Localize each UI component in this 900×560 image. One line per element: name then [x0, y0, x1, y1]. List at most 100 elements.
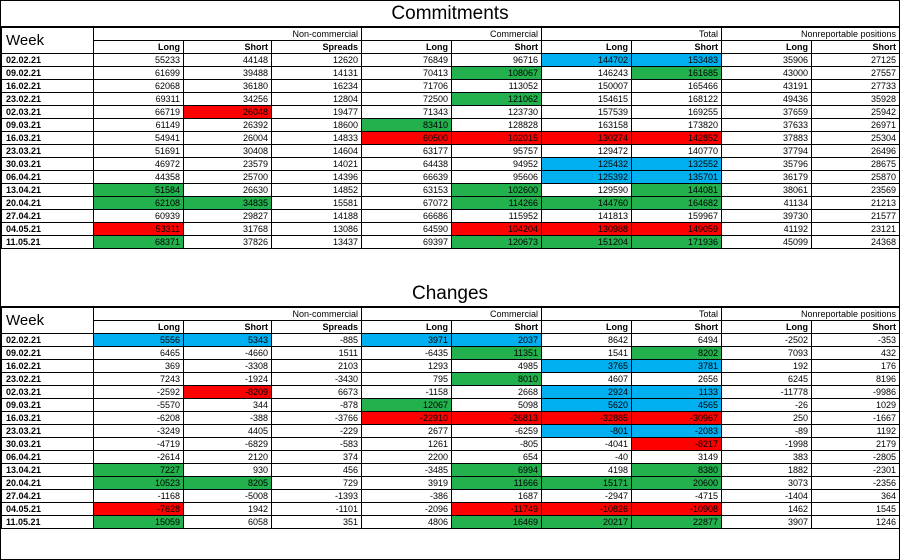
value-cell: 71706: [361, 79, 452, 93]
value-cell: 5098: [450, 398, 543, 412]
value-cell: 15171: [541, 476, 633, 490]
value-cell: 2677: [361, 424, 452, 438]
value-cell: 130274: [541, 131, 633, 145]
value-cell: 171936: [631, 235, 723, 249]
value-cell: -1998: [721, 437, 813, 451]
value-cell: 28675: [811, 157, 900, 171]
value-cell: 432: [811, 346, 900, 360]
value-cell: 7243: [93, 372, 184, 386]
value-cell: 96716: [450, 53, 543, 67]
header-row: Week Non-commercial Commercial Total Nonrepo…: [1, 307, 900, 334]
value-cell: 23569: [811, 183, 900, 197]
value-cell: 2037: [450, 333, 543, 347]
value-cell: -7628: [93, 502, 184, 516]
value-cell: 140770: [631, 144, 723, 158]
table-row: 04.05.21 -7628 1942 -1101 -2096 -11749 -10826-…: [1, 502, 900, 516]
value-cell: 169255: [631, 105, 723, 119]
value-cell: 24368: [811, 235, 900, 249]
value-cell: 34835: [183, 196, 272, 210]
table-row: 06.04.21 44358 25700 14396 66639 95606 125392 1…: [1, 170, 900, 184]
value-cell: -388: [183, 411, 272, 425]
value-cell: 115952: [450, 209, 543, 223]
value-cell: 51584: [93, 183, 184, 197]
nonreportable-header: Nonreportable positions: [721, 307, 900, 321]
week-cell: 09.03.21: [1, 118, 94, 132]
value-cell: 129472: [541, 144, 633, 158]
value-cell: 26004: [183, 131, 272, 145]
value-cell: 14833: [271, 131, 362, 145]
value-cell: 23121: [811, 222, 900, 236]
value-cell: -4719: [93, 437, 184, 451]
value-cell: -22910: [361, 411, 452, 425]
value-cell: 14852: [271, 183, 362, 197]
value-cell: -2301: [811, 463, 900, 477]
value-cell: -26: [721, 398, 813, 412]
value-cell: 72500: [361, 92, 452, 106]
commercial-header: Commercial: [360, 307, 543, 321]
value-cell: 1261: [361, 437, 452, 451]
value-cell: 66719: [93, 105, 184, 119]
value-cell: 8202: [631, 346, 723, 360]
week-header: Week: [1, 27, 94, 54]
value-cell: -40: [541, 450, 633, 464]
week-cell: 16.02.21: [1, 359, 94, 373]
value-cell: 37794: [721, 144, 813, 158]
table-row: 23.03.21 51691 30408 14604 63177 95757 129472 1…: [1, 144, 900, 158]
value-cell: 4405: [183, 424, 272, 438]
table-row: 23.02.21 7243 -1924 -3430 795 8010 4607 2656 624…: [1, 372, 900, 386]
value-cell: -26813: [450, 411, 543, 425]
value-cell: 3149: [631, 450, 723, 464]
table-row: 09.02.21 6465 -4660 1511 -6435 11351 1541 8202 7…: [1, 346, 900, 360]
week-cell: 27.04.21: [1, 209, 94, 223]
value-cell: 27733: [811, 79, 900, 93]
value-cell: -4660: [183, 346, 272, 360]
value-cell: -2614: [93, 450, 184, 464]
value-cell: 142852: [631, 131, 723, 145]
value-cell: 8642: [541, 333, 633, 347]
table-row: 09.03.21 61149 26392 18600 83410 128828 163158…: [1, 118, 900, 132]
table-row: 11.05.21 68371 37826 13437 69397 120673 151204…: [1, 235, 900, 249]
value-cell: -4041: [541, 437, 633, 451]
week-cell: 27.04.21: [1, 489, 94, 503]
value-cell: 5556: [93, 333, 184, 347]
value-cell: 374: [271, 450, 362, 464]
value-cell: 12620: [271, 53, 362, 67]
value-cell: 61149: [93, 118, 184, 132]
value-cell: -10908: [631, 502, 723, 516]
value-cell: 1545: [811, 502, 900, 516]
value-cell: 37659: [721, 105, 813, 119]
value-cell: -1667: [811, 411, 900, 425]
value-cell: 7093: [721, 346, 813, 360]
value-cell: -3766: [271, 411, 362, 425]
value-cell: 60500: [361, 131, 452, 145]
value-cell: 159967: [631, 209, 723, 223]
value-cell: 8205: [183, 476, 272, 490]
value-cell: -8217: [631, 437, 723, 451]
week-cell: 23.03.21: [1, 144, 94, 158]
value-cell: 120673: [450, 235, 543, 249]
total-header: Total: [541, 27, 723, 41]
value-cell: -1168: [93, 489, 184, 503]
table-row: 27.04.21 -1168 -5008 -1393 -386 1687 -2947 -471…: [1, 489, 900, 503]
table-row: 23.03.21 -3249 4405 -229 2677 -6259 -801 -2083-…: [1, 424, 900, 438]
value-cell: 2656: [631, 372, 723, 386]
value-cell: -1393: [271, 489, 362, 503]
value-cell: 54941: [93, 131, 184, 145]
value-cell: 102600: [450, 183, 543, 197]
column-header: Short: [631, 320, 723, 334]
value-cell: -2592: [93, 385, 184, 399]
value-cell: 369: [93, 359, 184, 373]
value-cell: 3971: [361, 333, 452, 347]
value-cell: 25700: [183, 170, 272, 184]
value-cell: 130988: [541, 222, 633, 236]
value-cell: 8196: [811, 372, 900, 386]
week-cell: 23.02.21: [1, 92, 94, 106]
value-cell: 456: [271, 463, 362, 477]
value-cell: 5343: [183, 333, 272, 347]
value-cell: -3485: [361, 463, 452, 477]
value-cell: 135701: [631, 170, 723, 184]
value-cell: 41134: [721, 196, 813, 210]
value-cell: 13437: [271, 235, 362, 249]
value-cell: 146243: [541, 66, 633, 80]
value-cell: 26048: [183, 105, 272, 119]
